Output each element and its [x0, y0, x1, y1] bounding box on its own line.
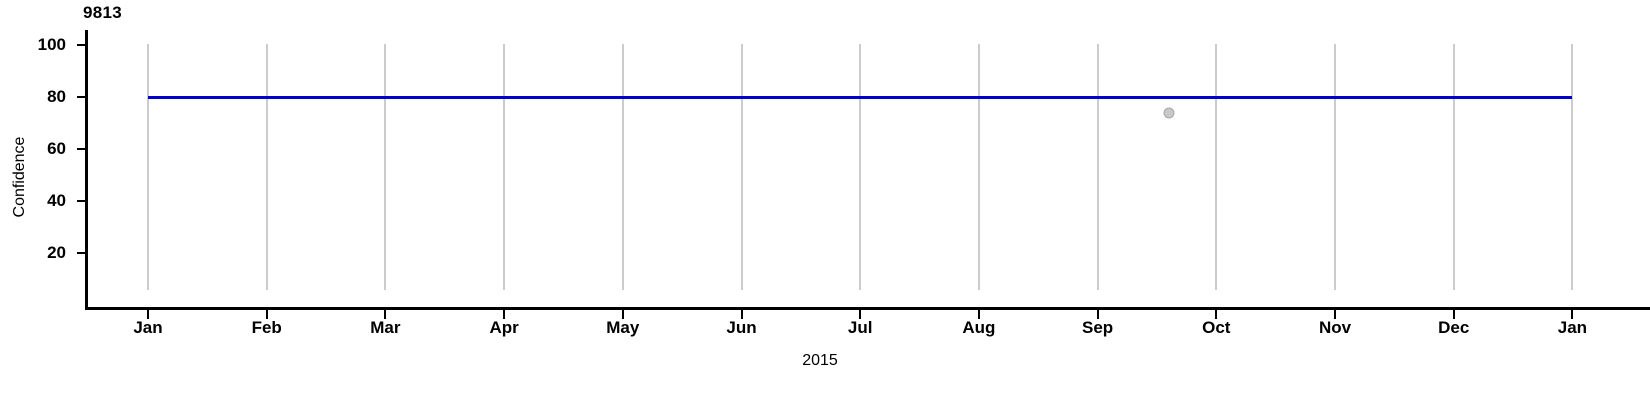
gridline	[147, 44, 149, 290]
x-tick-label: Nov	[1318, 318, 1352, 337]
x-tick-label: Jun	[726, 318, 757, 337]
gridline	[1571, 44, 1574, 290]
x-tick-mark	[265, 310, 268, 319]
y-axis-title: Confidence	[11, 136, 28, 218]
x-tick-mark	[384, 310, 387, 319]
x-tick-label: Dec	[1438, 318, 1470, 337]
x-tick-label: Jan	[133, 318, 163, 337]
x-axis-title: 2015	[0, 352, 1650, 370]
x-tick-mark	[621, 310, 624, 319]
y-tick-label: 20	[47, 243, 66, 262]
y-tick-mark	[77, 96, 85, 98]
x-tick-label: Aug	[962, 318, 996, 337]
gridline	[1334, 44, 1336, 290]
gridline	[1452, 44, 1455, 290]
x-tick-label: May	[606, 318, 640, 337]
gridline	[265, 44, 268, 290]
x-tick-label: Feb	[251, 318, 282, 337]
x-tick-mark	[977, 310, 980, 319]
gridline	[621, 44, 624, 290]
y-tick-mark	[77, 44, 85, 46]
x-tick-mark	[503, 310, 506, 319]
gridline	[384, 44, 387, 290]
data-point[interactable]	[1163, 107, 1175, 119]
x-tick-label: Mar	[370, 318, 401, 337]
x-tick-mark	[147, 310, 149, 319]
y-axis-spine	[85, 30, 88, 310]
x-tick-mark	[1452, 310, 1455, 319]
chart-title: 9813	[83, 3, 123, 22]
y-tick-mark	[77, 252, 85, 254]
gridline	[740, 44, 743, 290]
y-tick-label: 80	[47, 87, 66, 106]
x-tick-mark	[1096, 310, 1099, 319]
x-tick-mark	[1571, 310, 1574, 319]
y-tick-label: 60	[47, 139, 66, 158]
x-tick-mark	[1215, 310, 1218, 319]
gridline	[1215, 44, 1218, 290]
gridline	[1096, 44, 1099, 290]
y-tick-mark	[77, 200, 85, 202]
y-tick-label: 100	[37, 35, 66, 54]
x-tick-label: Apr	[489, 318, 519, 337]
x-axis-title-text: 2015	[802, 352, 838, 369]
x-tick-mark	[740, 310, 743, 319]
y-tick-mark	[77, 148, 85, 150]
x-tick-label: Oct	[1202, 318, 1231, 337]
y-tick-label: 40	[47, 191, 66, 210]
x-tick-label: Sep	[1082, 318, 1114, 337]
gridline	[859, 44, 862, 290]
gridline	[977, 44, 980, 290]
x-tick-label: Jan	[1557, 318, 1588, 337]
x-tick-mark	[1334, 310, 1336, 319]
x-tick-mark	[859, 310, 862, 319]
x-axis-spine	[85, 307, 1650, 310]
gridline	[503, 44, 506, 290]
threshold-line	[148, 96, 1573, 99]
x-tick-label: Jul	[847, 318, 873, 337]
